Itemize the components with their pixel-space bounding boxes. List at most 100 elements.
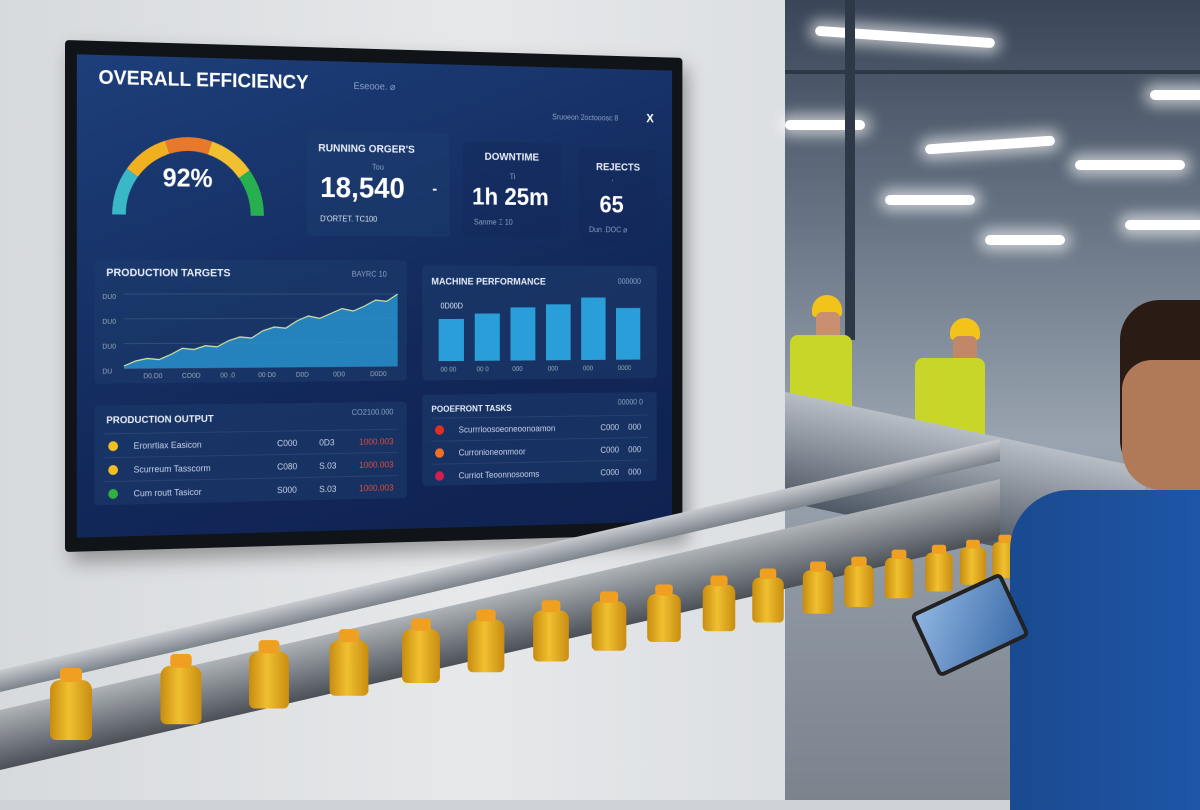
- dashboard: OVERALL EFFICIENCY Eseooe. ⌀ Sruoeon 2oc…: [77, 54, 672, 537]
- bottle: [844, 565, 873, 607]
- x-tick: 00 .0: [220, 372, 235, 379]
- efficiency-gauge: 92%: [87, 109, 289, 216]
- rejects-footer: Dun .DOC ⌀: [589, 225, 627, 234]
- bottle: [803, 570, 833, 614]
- bottle: [885, 558, 913, 599]
- running-orders-trend: -: [432, 181, 437, 198]
- rejects-label: REJECTS: [596, 162, 640, 174]
- bar-label: 0000: [618, 365, 632, 372]
- running-orders-sub: Tou: [372, 163, 384, 172]
- row-name: Scurreum Tasscorm: [134, 463, 211, 474]
- y-tick: DU0: [102, 344, 116, 351]
- row-name: Scurrrioosoeoneoonoamon: [459, 424, 556, 435]
- bar-label: 00 0: [477, 366, 489, 373]
- gauge-segment: [244, 174, 257, 216]
- tasks-panel: POOEFRONT TASKS 00000 0 Scurrrioosoeoneo…: [422, 392, 656, 486]
- row-c: 1000.003: [359, 460, 394, 470]
- row-name: Cum routt Tasicor: [134, 487, 202, 498]
- y-tick: DU0: [102, 294, 116, 301]
- bottle: [533, 611, 569, 662]
- bottle: [647, 594, 681, 642]
- bottle: [592, 601, 627, 651]
- bottle: [468, 620, 505, 673]
- gauge-segment: [210, 148, 244, 174]
- list-row[interactable]: Cum routt Tasicor S000 S.03 1000.003: [104, 475, 397, 505]
- y-tick: DU0: [102, 319, 116, 326]
- row-name: Curronioneonmoor: [459, 447, 526, 458]
- production-output-panel: PRODUCTION OUTPUT CO2100.000 Eronrtiax E…: [95, 402, 407, 506]
- running-orders-value: 18,540: [320, 172, 405, 206]
- list-row[interactable]: Curriot Teoonnosooms C000 000: [431, 459, 648, 486]
- bar: [616, 308, 640, 360]
- row-b: 000: [628, 445, 641, 455]
- bottle: [402, 629, 440, 683]
- bar: [439, 319, 464, 361]
- row-b: 000: [628, 422, 641, 432]
- running-orders-label: RUNNING ORGER'S: [318, 143, 414, 156]
- efficiency-value: 92%: [163, 162, 213, 193]
- row-name: Curriot Teoonnosooms: [459, 469, 540, 480]
- bottle: [161, 666, 202, 725]
- running-orders-card: RUNNING ORGER'S Tou 18,540 - D'ORTET. TC…: [307, 131, 449, 237]
- downtime-card: DOWNTIME Ti 1h 25m Sanme ⌶ 10: [463, 141, 561, 237]
- gauge-segment: [167, 144, 210, 148]
- tasks-title: POOEFRONT TASKS: [431, 403, 511, 414]
- x-tick: D0D0: [370, 371, 387, 378]
- row-a: C000: [600, 468, 619, 478]
- bottle: [925, 553, 952, 592]
- row-a: S000: [277, 485, 297, 495]
- close-button[interactable]: X: [646, 111, 653, 125]
- rejects-value: 65: [600, 192, 624, 219]
- title-subtext: Eseooe. ⌀: [354, 81, 396, 93]
- dashboard-title: OVERALL EFFICIENCY: [98, 67, 308, 95]
- bar-label: 000: [512, 366, 522, 373]
- bottle: [50, 680, 92, 740]
- downtime-value: 1h 25m: [472, 183, 549, 211]
- status-dot-icon: [435, 425, 444, 435]
- running-orders-footer: D'ORTET. TC100: [320, 214, 377, 223]
- bar-label: 000: [548, 366, 558, 373]
- row-c: 1000.003: [359, 437, 394, 447]
- bottle: [249, 652, 289, 709]
- downtime-sub: Ti: [510, 173, 516, 182]
- row-b: S.03: [319, 484, 336, 494]
- row-a: C000: [277, 438, 297, 448]
- header-status: Sruoeon 2octooosc 8: [552, 113, 618, 123]
- row-a: C080: [277, 462, 297, 472]
- bar: [511, 307, 536, 360]
- tasks-tag: 00000 0: [618, 398, 643, 407]
- rejects-sub: ': [612, 179, 613, 187]
- production-output-tag: CO2100.000: [352, 408, 394, 417]
- downtime-footer: Sanme ⌶ 10: [474, 218, 513, 228]
- y-tick: DU: [102, 369, 112, 376]
- x-tick: D0D: [296, 372, 309, 379]
- bottle: [330, 640, 369, 696]
- downtime-label: DOWNTIME: [485, 151, 539, 163]
- operator-with-tablet: [1010, 300, 1200, 800]
- row-b: 000: [628, 467, 641, 477]
- x-tick: 0D0: [333, 371, 345, 378]
- bar: [475, 313, 500, 360]
- row-c: 1000.003: [359, 483, 394, 493]
- production-output-title: PRODUCTION OUTPUT: [106, 414, 213, 426]
- status-dot-icon: [435, 471, 444, 481]
- x-tick: D0.D0: [143, 373, 162, 380]
- bottle: [752, 578, 784, 623]
- status-dot-icon: [108, 489, 118, 499]
- bar: [546, 304, 571, 360]
- status-dot-icon: [108, 465, 118, 475]
- rejects-card: REJECTS ' 65 Dun .DOC ⌀: [579, 148, 657, 243]
- row-a: C000: [600, 423, 619, 433]
- bar: [581, 298, 605, 361]
- row-a: C000: [600, 445, 619, 455]
- bottle: [703, 585, 736, 632]
- gauge-segment: [119, 172, 132, 216]
- bar-label: 000: [583, 366, 593, 373]
- x-tick: CO0D: [182, 373, 201, 380]
- x-tick: 00 D0: [258, 372, 276, 379]
- row-b: S.03: [319, 461, 336, 471]
- bottle: [960, 547, 986, 585]
- dashboard-monitor: OVERALL EFFICIENCY Eseooe. ⌀ Sruoeon 2oc…: [65, 40, 682, 552]
